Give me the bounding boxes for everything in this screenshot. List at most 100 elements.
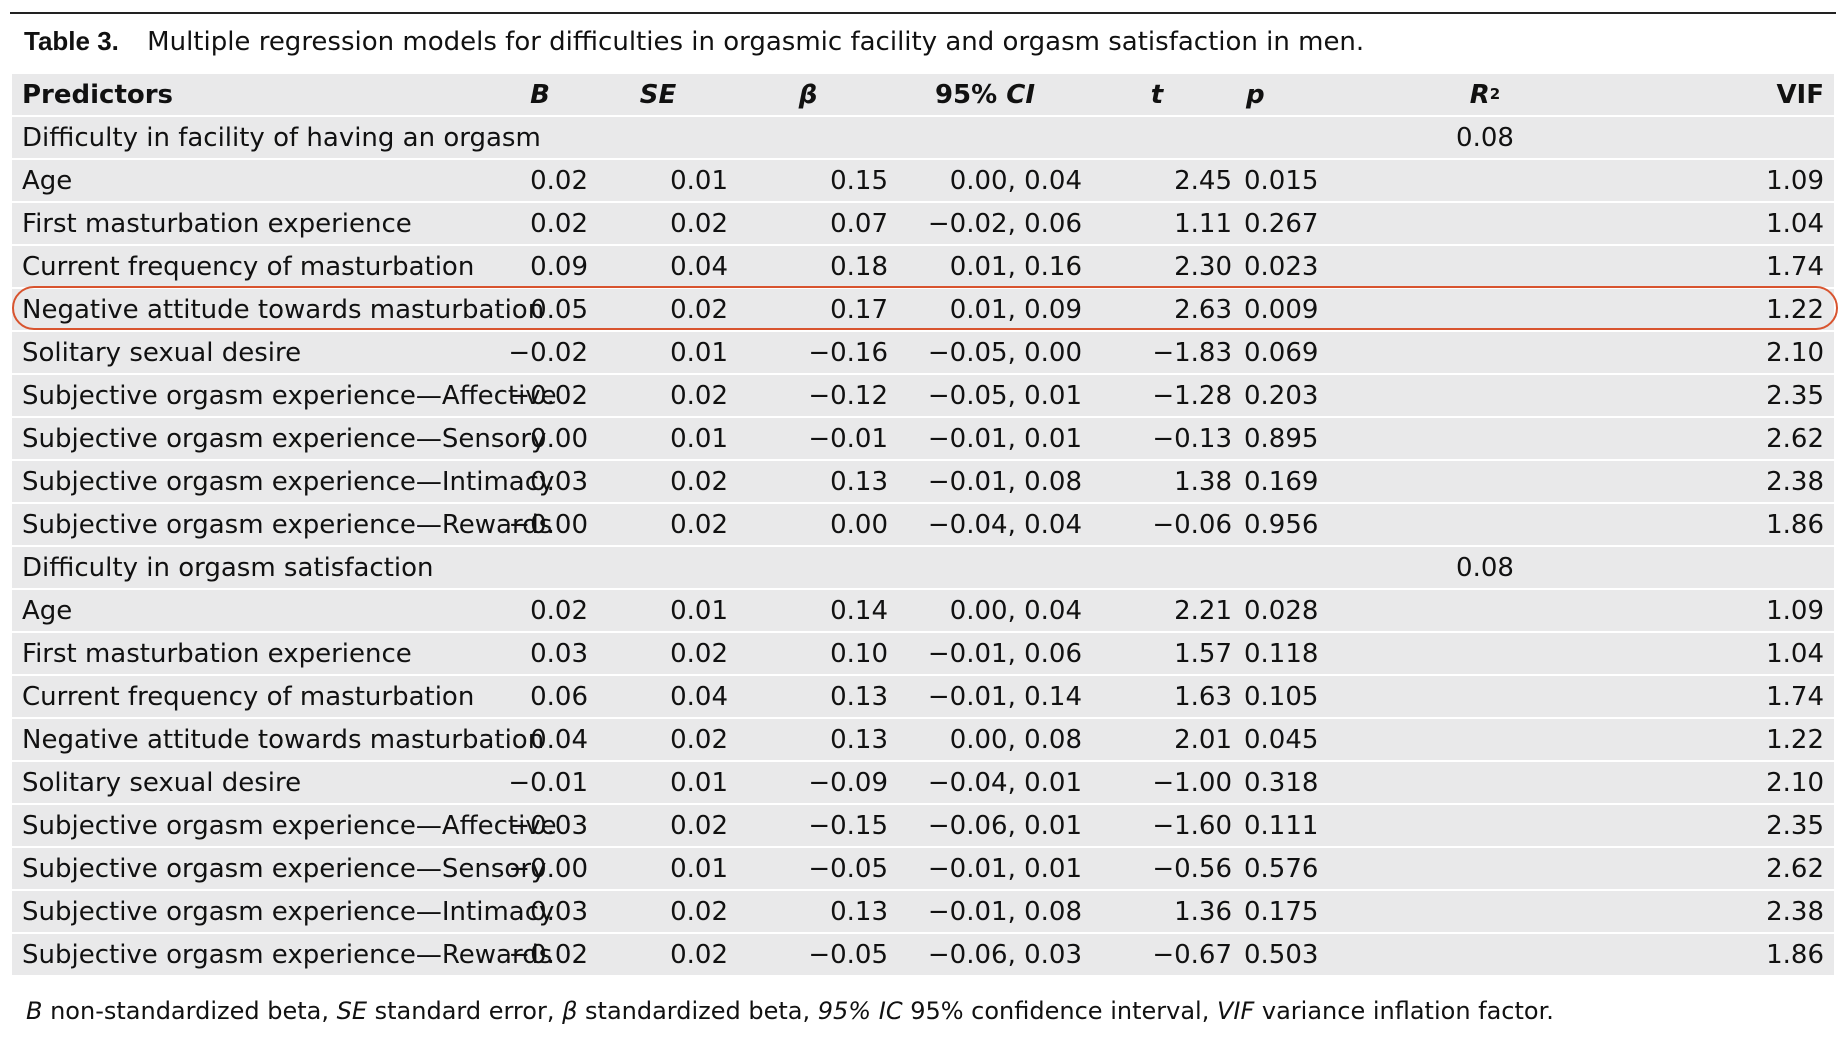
- predictor-cell: Current frequency of masturbation: [12, 676, 492, 717]
- r2-cell: [1397, 934, 1573, 975]
- vif-cell: 2.10: [1573, 332, 1834, 373]
- predictor-cell: First masturbation experience: [12, 633, 492, 674]
- p-cell: 0.023: [1232, 246, 1397, 287]
- t-cell: 2.01: [1082, 719, 1232, 760]
- se-cell: 0.02: [588, 461, 728, 502]
- se-cell: 0.01: [588, 762, 728, 803]
- ci-cell: 0.01, 0.16: [888, 246, 1082, 287]
- se-cell: 0.01: [588, 590, 728, 631]
- b-cell: 0.04: [492, 719, 588, 760]
- beta-cell: 0.13: [728, 676, 888, 717]
- table-row: Solitary sexual desire −0.02 0.01 −0.16 −0.0…: [12, 332, 1834, 373]
- predictor-cell: Age: [12, 590, 492, 631]
- section-r2: 0.08: [1397, 547, 1573, 588]
- b-cell: 0.02: [492, 203, 588, 244]
- predictor-cell: Subjective orgasm experience—Affective: [12, 805, 557, 846]
- predictor-cell: Subjective orgasm experience—Intimacy: [12, 461, 554, 502]
- vif-cell: 1.04: [1573, 203, 1834, 244]
- footnote-segment: β: [562, 997, 578, 1025]
- section-title: Difficulty in orgasm satisfaction: [12, 547, 1397, 588]
- beta-cell: 0.07: [728, 203, 888, 244]
- p-cell: 0.015: [1232, 160, 1397, 201]
- p-cell: 0.105: [1232, 676, 1397, 717]
- se-cell: 0.02: [588, 719, 728, 760]
- se-cell: 0.01: [588, 848, 728, 889]
- table-row: Current frequency of masturbation 0.06 0.0…: [12, 676, 1834, 717]
- ci-cell: −0.04, 0.04: [888, 504, 1082, 545]
- p-cell: 0.069: [1232, 332, 1397, 373]
- p-cell: 0.576: [1232, 848, 1397, 889]
- t-cell: −0.06: [1082, 504, 1232, 545]
- t-cell: 1.11: [1082, 203, 1232, 244]
- b-cell: 0.05: [492, 289, 588, 330]
- header-r2: R2: [1397, 74, 1573, 115]
- table-row: First masturbation experience 0.03 0.02 0.1…: [12, 633, 1834, 674]
- table-row: Age 0.02 0.01 0.14 0.00, 0.04 2.21 0.028 1.09: [12, 590, 1834, 631]
- r2-cell: [1397, 676, 1573, 717]
- t-cell: 1.36: [1082, 891, 1232, 932]
- predictor-cell: Subjective orgasm experience—Rewards: [12, 504, 552, 545]
- section-r2: 0.08: [1397, 117, 1573, 158]
- header-predictors: Predictors: [12, 74, 492, 115]
- r2-cell: [1397, 891, 1573, 932]
- ci-cell: −0.01, 0.14: [888, 676, 1082, 717]
- footnote-segment: VIF: [1216, 997, 1255, 1025]
- vif-cell: 2.35: [1573, 375, 1834, 416]
- predictor-cell: First masturbation experience: [12, 203, 492, 244]
- t-cell: 2.63: [1082, 289, 1232, 330]
- r2-cell: [1397, 332, 1573, 373]
- b-cell: −0.00: [492, 848, 588, 889]
- predictor-cell: Solitary sexual desire: [12, 762, 492, 803]
- vif-cell: 1.86: [1573, 934, 1834, 975]
- vif-cell: 2.10: [1573, 762, 1834, 803]
- footnote-segment: SE: [336, 997, 367, 1025]
- se-cell: 0.02: [588, 891, 728, 932]
- r2-cell: [1397, 633, 1573, 674]
- r2-cell: [1397, 160, 1573, 201]
- p-cell: 0.118: [1232, 633, 1397, 674]
- table-row: Negative attitude towards masturbation 0.…: [12, 719, 1834, 760]
- beta-cell: 0.00: [728, 504, 888, 545]
- table-row: First masturbation experience 0.02 0.02 0.0…: [12, 203, 1834, 244]
- beta-cell: −0.12: [728, 375, 888, 416]
- r2-cell: [1397, 590, 1573, 631]
- regression-table-wrapper: Predictors B SE β 95% CI t p R2 VIF Diff…: [12, 72, 1834, 977]
- b-cell: 0.06: [492, 676, 588, 717]
- se-cell: 0.01: [588, 160, 728, 201]
- ci-cell: −0.01, 0.01: [888, 418, 1082, 459]
- table-row: Subjective orgasm experience—Affective −0…: [12, 375, 1834, 416]
- predictor-cell: Negative attitude towards masturbation: [12, 289, 544, 330]
- t-cell: 2.30: [1082, 246, 1232, 287]
- b-cell: 0.02: [492, 160, 588, 201]
- se-cell: 0.02: [588, 504, 728, 545]
- b-cell: 0.03: [492, 461, 588, 502]
- ci-cell: −0.05, 0.00: [888, 332, 1082, 373]
- ci-cell: 0.00, 0.08: [888, 719, 1082, 760]
- se-cell: 0.04: [588, 676, 728, 717]
- vif-cell: 1.22: [1573, 719, 1834, 760]
- footnote-segment: 95% IC: [817, 997, 903, 1025]
- beta-cell: 0.13: [728, 891, 888, 932]
- se-cell: 0.01: [588, 332, 728, 373]
- beta-cell: −0.15: [728, 805, 888, 846]
- ci-cell: −0.06, 0.01: [888, 805, 1082, 846]
- r2-cell: [1397, 246, 1573, 287]
- b-cell: 0.02: [492, 590, 588, 631]
- b-cell: 0.03: [492, 633, 588, 674]
- header-b: B: [492, 74, 588, 115]
- header-t: t: [1082, 74, 1232, 115]
- vif-cell: 2.38: [1573, 891, 1834, 932]
- ci-cell: −0.01, 0.08: [888, 461, 1082, 502]
- p-cell: 0.203: [1232, 375, 1397, 416]
- p-cell: 0.175: [1232, 891, 1397, 932]
- b-cell: 0.00: [492, 418, 588, 459]
- section-vif-empty: [1573, 117, 1834, 158]
- predictor-cell: Subjective orgasm experience—Rewards: [12, 934, 552, 975]
- se-cell: 0.04: [588, 246, 728, 287]
- vif-cell: 1.04: [1573, 633, 1834, 674]
- table-body: Difficulty in facility of having an orga…: [12, 117, 1834, 975]
- predictor-cell: Negative attitude towards masturbation: [12, 719, 544, 760]
- beta-cell: 0.13: [728, 719, 888, 760]
- vif-cell: 2.38: [1573, 461, 1834, 502]
- ci-cell: 0.00, 0.04: [888, 160, 1082, 201]
